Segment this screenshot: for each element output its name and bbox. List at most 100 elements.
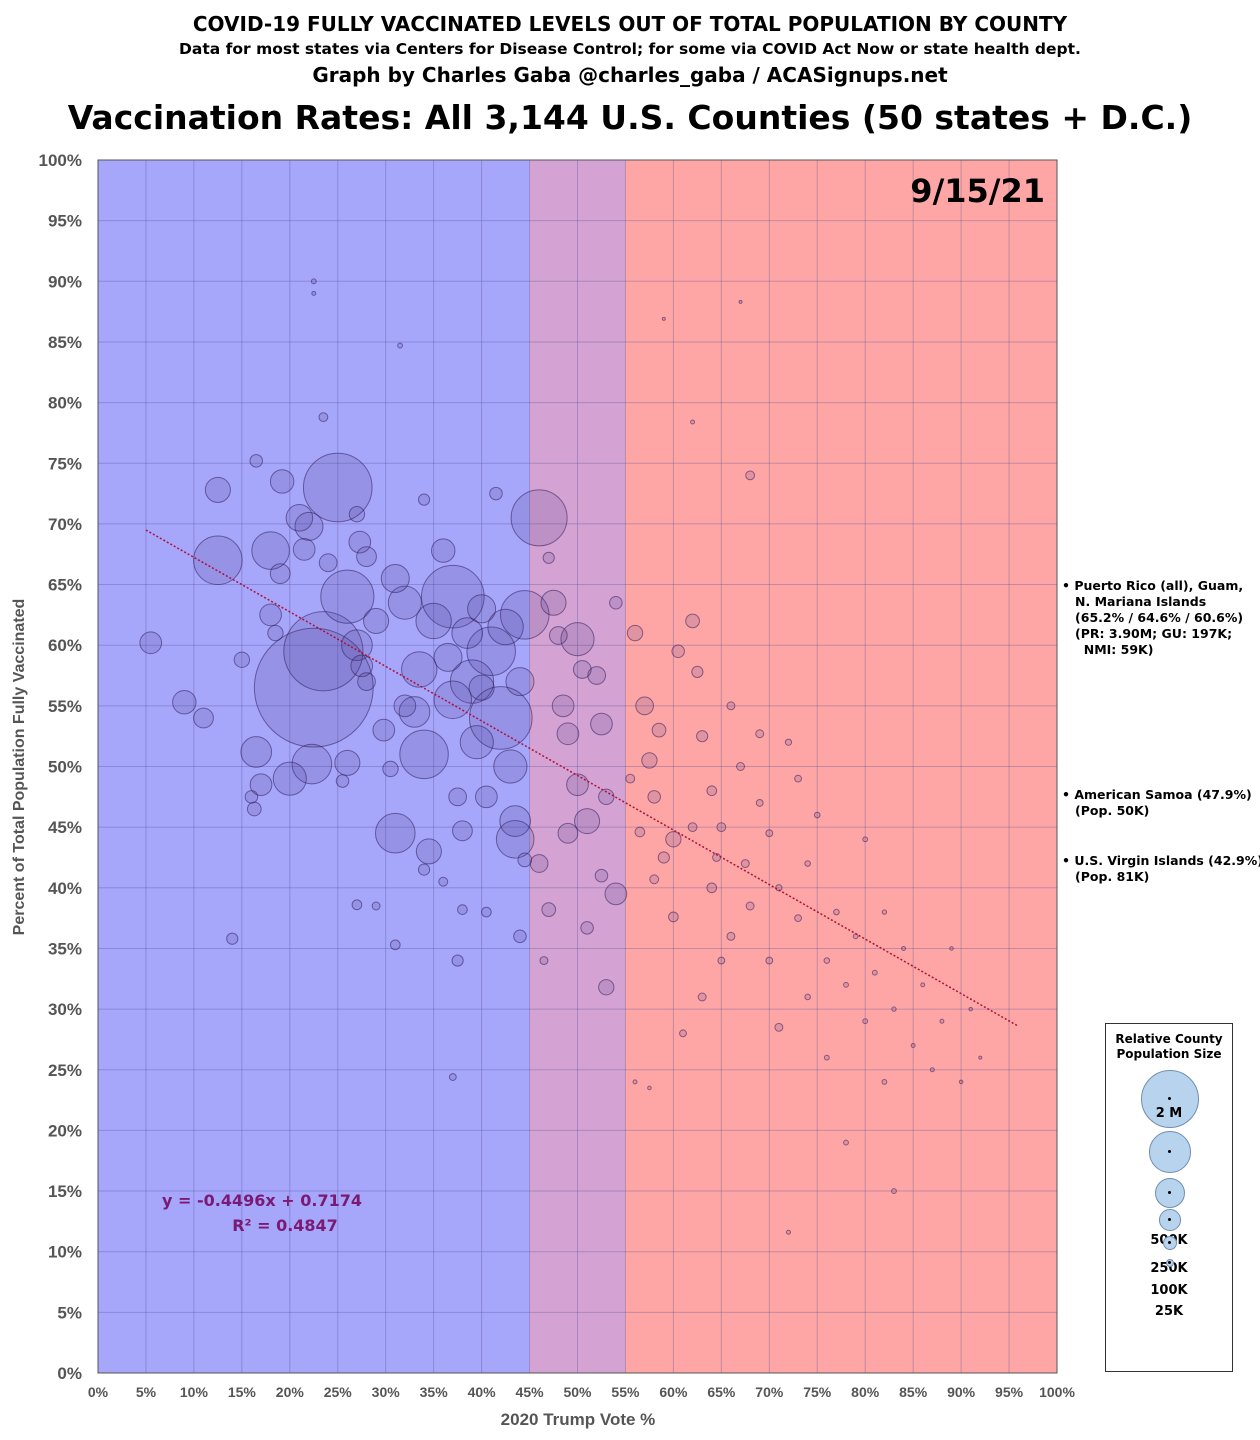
y-tick-label: 70% [48,515,82,534]
county-bubble [542,551,555,564]
county-bubble [539,956,549,966]
x-tick-label: 35% [420,1384,449,1400]
county-bubble [259,603,282,627]
legend-bubble-center-dot [1167,1149,1171,1153]
county-bubble [651,722,667,738]
county-bubble [691,665,704,678]
county-bubble [634,826,646,838]
y-tick-label: 0% [57,1364,82,1383]
county-bubble [251,531,290,570]
county-bubble [632,1079,638,1085]
county-bubble [397,342,404,349]
county-bubble [598,979,615,996]
county-bubble [380,563,410,593]
county-bubble [726,701,736,711]
county-bubble [272,761,307,796]
county-bubble [871,969,878,976]
county-bubble [649,874,660,885]
data-source: Data for most states via Centers for Dis… [179,40,1081,58]
y-tick-label: 100% [39,151,82,170]
county-bubble [580,921,594,935]
county-bubble [451,617,484,649]
county-bubble [363,607,390,634]
county-bubble [139,631,163,655]
county-bubble [269,469,295,494]
county-bubble [647,1085,652,1091]
x-tick-label: 70% [755,1384,784,1400]
county-bubble [755,798,764,807]
chart-title: COVID-19 FULLY VACCINATED LEVELS OUT OF … [192,12,1068,36]
county-bubble [348,530,372,554]
county-bubble [560,622,595,657]
plot-border [97,159,1058,1374]
county-bubble [665,831,682,848]
county-bubble [551,694,575,718]
county-bubble [493,749,528,784]
y-tick-label: 45% [48,818,82,837]
county-bubble [529,854,549,873]
county-bubble [172,689,197,715]
county-bubble [387,585,422,620]
county-bubble [451,954,464,967]
y-tick-label: 65% [48,576,82,595]
note-puerto-rico: • Puerto Rico (all), Guam, N. Mariana Is… [1062,578,1244,657]
legend-bubble-center-dot [1167,1217,1171,1221]
county-bubble [968,1006,973,1012]
county-bubble [398,696,431,728]
county-bubble [489,486,503,501]
county-bubble [609,595,623,610]
county-bubble [566,773,589,797]
county-bubble [517,852,533,868]
legend-bubble [1165,1258,1175,1268]
county-bubble [382,760,399,778]
y-tick-label: 15% [48,1182,82,1201]
x-tick-label: 80% [851,1384,880,1400]
county-bubble [557,822,579,844]
county-bubble [671,644,685,659]
x-tick-label: 25% [324,1384,353,1400]
county-bubble [920,982,926,988]
county-bubble [862,1018,869,1025]
legend-bubble [1162,1235,1178,1251]
x-tick-label: 100% [1039,1384,1075,1400]
legend-bubble [1141,1070,1199,1128]
county-bubble [881,909,888,915]
county-bubble [548,626,568,645]
y-tick-label: 95% [48,212,82,231]
county-bubble [626,624,644,642]
county-bubble [540,589,567,616]
x-tick-label: 40% [468,1384,497,1400]
legend-label: 2 M [1155,1106,1183,1121]
county-bubble [738,299,743,304]
region-2 [625,160,1057,1373]
county-bubble [510,489,568,547]
x-tick-label: 55% [611,1384,640,1400]
county-bubble [625,773,636,784]
county-bubble [438,876,449,887]
county-bubble [755,729,765,739]
county-bubble [717,956,726,965]
county-bubble [574,808,601,835]
legend-bubble-center-dot [1167,1260,1171,1264]
county-bubble [233,651,251,668]
county-bubble [804,860,811,867]
county-bubble [374,812,416,854]
x-tick-label: 85% [899,1384,928,1400]
county-bubble [318,553,338,573]
y-tick-label: 30% [48,1000,82,1019]
county-bubble [495,819,535,859]
county-bubble [415,838,442,865]
y-tick-label: 10% [48,1243,82,1262]
y-tick-label: 85% [48,333,82,352]
county-bubble [736,762,745,771]
county-bubble [696,730,709,743]
y-tick-label: 60% [48,636,82,655]
county-bubble [594,868,609,883]
county-bubble [604,882,628,906]
county-bubble [794,914,802,923]
county-bubble [572,660,592,679]
county-bubble [348,506,366,523]
county-bubble [452,820,473,842]
county-bubble [350,654,374,678]
chart-subtitle: Vaccination Rates: All 3,144 U.S. Counti… [67,98,1193,137]
